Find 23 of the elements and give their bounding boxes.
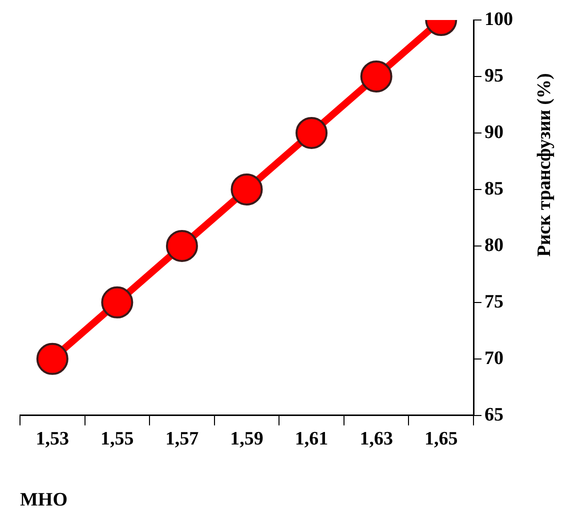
y-tick-label: 85 <box>484 178 504 200</box>
y-tick-label: 75 <box>484 291 504 312</box>
x-tick-label: 1,53 <box>36 428 70 450</box>
y-tick-label: 100 <box>484 8 513 30</box>
x-tick-label: 1,55 <box>100 428 134 450</box>
point <box>360 60 392 92</box>
y-tick-label: 70 <box>484 348 504 369</box>
point <box>101 286 134 318</box>
y-axis-title: Риск трансфузии (%) <box>534 73 556 257</box>
x-axis-title: МНО <box>20 490 68 511</box>
x-tick-label: 1,57 <box>165 428 200 450</box>
x-tick-label: 1,61 <box>294 428 328 450</box>
y-tick-label: 90 <box>484 122 504 143</box>
x-tick-label: 1,63 <box>360 428 393 450</box>
y-tick-label: 65 <box>484 404 504 426</box>
point <box>296 116 328 149</box>
x-tick-label: 1,59 <box>230 428 264 450</box>
y-tick-label: 80 <box>484 234 504 256</box>
point <box>230 173 263 206</box>
y-tick-label: 95 <box>484 65 504 86</box>
x-tick-label: 1,65 <box>424 428 458 450</box>
point <box>166 230 198 262</box>
point <box>36 342 68 375</box>
